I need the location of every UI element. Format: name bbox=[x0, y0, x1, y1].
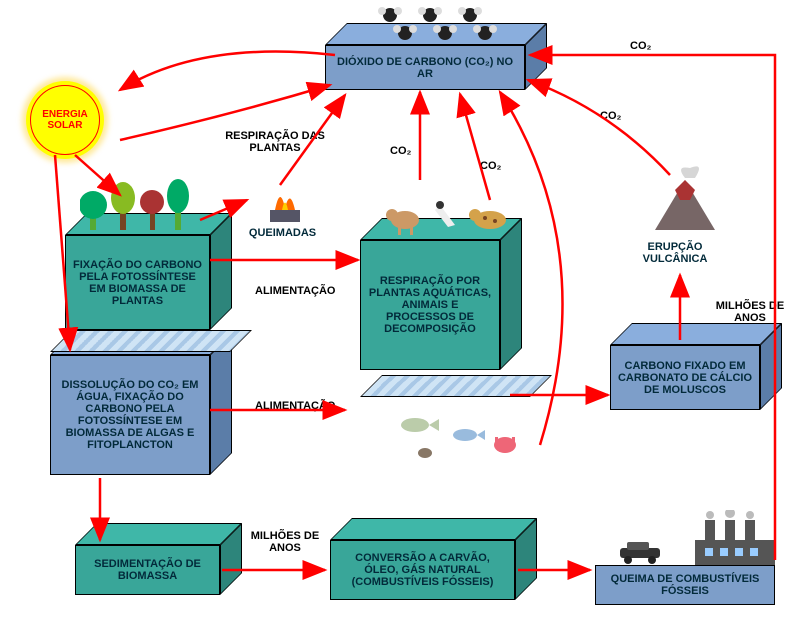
water-surface-0 bbox=[50, 330, 252, 352]
node-sediment: SEDIMENTAÇÃO DE BIOMASSA bbox=[75, 545, 220, 595]
node-label: RESPIRAÇÃO POR PLANTAS AQUÁTICAS, ANIMAI… bbox=[360, 240, 500, 370]
edge-label-e15: CO₂ bbox=[630, 40, 651, 52]
edge-label-e13: MILHÕES DE ANOS bbox=[235, 530, 335, 554]
node-dissolution: DISSOLUÇÃO DO CO₂ EM ÁGUA, FIXAÇÃO DO CA… bbox=[50, 355, 210, 475]
edge-label-e6: ALIMENTAÇÃO bbox=[255, 400, 335, 412]
volcano-icon bbox=[635, 160, 735, 235]
sun-node: ENERGIA SOLAR bbox=[30, 85, 100, 155]
node-label: CARBONO FIXADO EM CARBONATO DE CÁLCIO DE… bbox=[610, 345, 760, 410]
node-label: FIXAÇÃO DO CARBONO PELA FOTOSSÍNTESE EM … bbox=[65, 235, 210, 330]
node-volcano: ERUPÇÃO VULCÂNICA bbox=[620, 235, 730, 270]
edge-label-e8: CO₂ bbox=[480, 160, 501, 172]
node-label: SEDIMENTAÇÃO DE BIOMASSA bbox=[75, 545, 220, 595]
node-co2_air: DIÓXIDO DE CARBONO (CO₂) NO AR bbox=[325, 45, 525, 90]
node-label: DIÓXIDO DE CARBONO (CO₂) NO AR bbox=[325, 45, 525, 90]
edge-label-e7: CO₂ bbox=[390, 145, 411, 157]
edge-label-e3: RESPIRAÇÃO DAS PLANTAS bbox=[225, 130, 325, 154]
animals-icon bbox=[380, 185, 540, 240]
trees-icon bbox=[80, 170, 210, 230]
node-label: CONVERSÃO A CARVÃO, ÓLEO, GÁS NATURAL (C… bbox=[330, 540, 515, 600]
node-carbonate: CARBONO FIXADO EM CARBONATO DE CÁLCIO DE… bbox=[610, 345, 760, 410]
node-combustion: QUEIMA DE COMBUSTÍVEIS FÓSSEIS bbox=[595, 565, 775, 605]
fire-icon bbox=[260, 180, 310, 225]
factory-icon bbox=[695, 510, 785, 565]
node-fossil: CONVERSÃO A CARVÃO, ÓLEO, GÁS NATURAL (C… bbox=[330, 540, 515, 600]
node-label: DISSOLUÇÃO DO CO₂ EM ÁGUA, FIXAÇÃO DO CA… bbox=[50, 355, 210, 475]
car-icon bbox=[615, 540, 670, 565]
node-respiration: RESPIRAÇÃO POR PLANTAS AQUÁTICAS, ANIMAI… bbox=[360, 240, 500, 370]
edge-e18 bbox=[120, 52, 335, 90]
water-surface-1 bbox=[360, 375, 552, 397]
node-burning: QUEIMADAS bbox=[245, 225, 320, 240]
node-plants: FIXAÇÃO DO CARBONO PELA FOTOSSÍNTESE EM … bbox=[65, 235, 210, 330]
molecules-icon bbox=[370, 5, 520, 50]
edge-label-e11: CO₂ bbox=[600, 110, 621, 122]
edge-label-e10: MILHÕES DE ANOS bbox=[700, 300, 800, 324]
edge-label-e4: ALIMENTAÇÃO bbox=[255, 285, 335, 297]
marine-icon bbox=[385, 405, 545, 465]
